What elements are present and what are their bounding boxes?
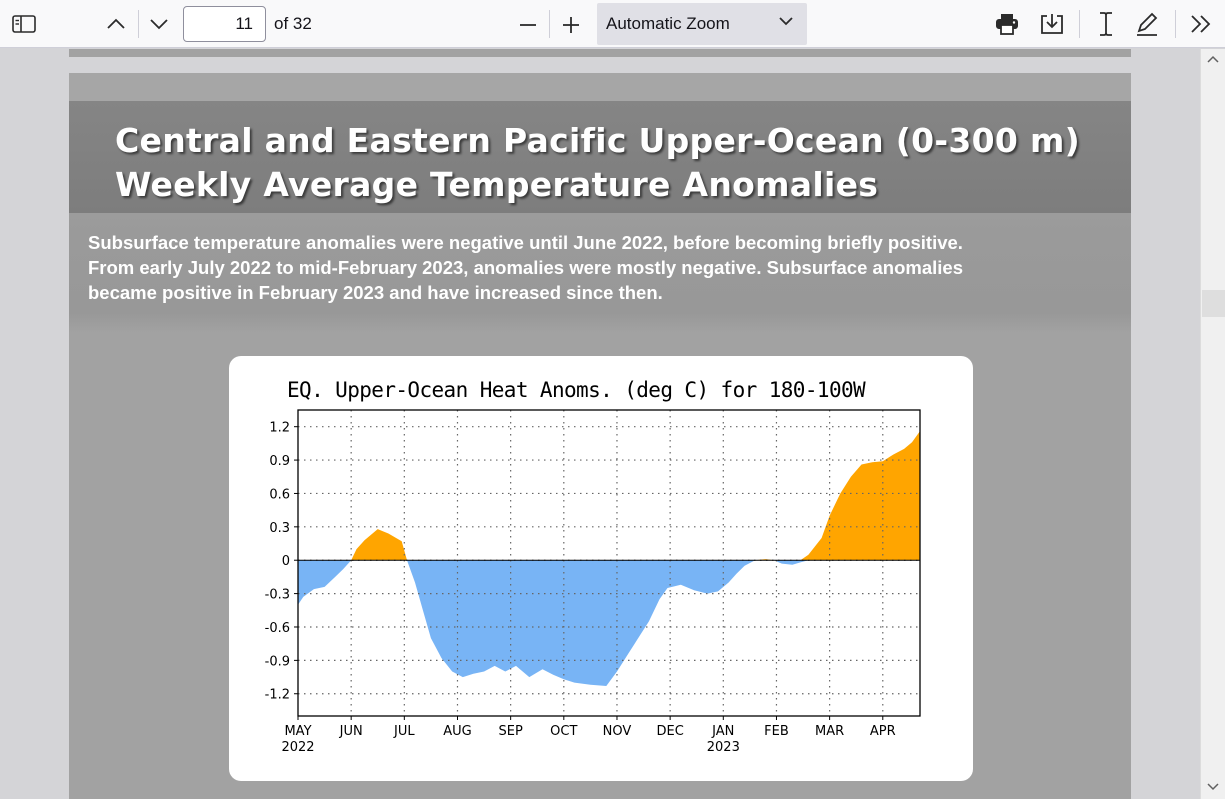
vertical-scrollbar[interactable] xyxy=(1200,49,1225,799)
x-tick-label: FEB xyxy=(764,724,789,739)
page-total-label: of 32 xyxy=(274,14,312,33)
pdf-page: Central and Eastern Pacific Upper-Ocean … xyxy=(69,73,1131,799)
description-line-2: From early July 2022 to mid-February 202… xyxy=(88,257,964,278)
year-label: 2022 xyxy=(281,740,314,755)
previous-page-bottom xyxy=(69,49,1131,57)
toolbar-separator xyxy=(138,10,139,38)
previous-page-button[interactable] xyxy=(104,8,128,40)
more-tools-button[interactable] xyxy=(1187,8,1215,40)
next-page-button[interactable] xyxy=(147,8,171,40)
y-tick-label: -0.3 xyxy=(265,588,290,603)
x-tick-label: AUG xyxy=(443,724,471,739)
x-tick-label: JUN xyxy=(339,724,363,739)
description-line-3: became positive in February 2023 and hav… xyxy=(88,282,663,303)
page-number-input[interactable]: 11 xyxy=(183,6,266,42)
scroll-down-arrow-icon[interactable] xyxy=(1207,783,1219,791)
x-tick-label: DEC xyxy=(656,724,683,739)
slide-title-line-2: Weekly Average Temperature Anomalies xyxy=(115,165,879,204)
x-tick-label: MAR xyxy=(815,724,844,739)
slide-description: Subsurface temperature anomalies were ne… xyxy=(88,230,1108,305)
zoom-out-button[interactable] xyxy=(516,8,540,40)
zoom-select[interactable]: Automatic Zoom xyxy=(597,3,807,45)
description-line-1: Subsurface temperature anomalies were ne… xyxy=(88,232,963,253)
minus-icon xyxy=(520,24,536,26)
double-chevron-right-icon xyxy=(1191,15,1211,33)
save-button[interactable] xyxy=(1038,8,1066,40)
plot-frame xyxy=(297,409,921,717)
chart-card: EQ. Upper-Ocean Heat Anoms. (deg C) for … xyxy=(229,356,973,781)
negative-anomaly-area xyxy=(298,560,920,686)
x-tick-label: APR xyxy=(870,724,896,739)
y-tick-label: 0 xyxy=(282,554,290,569)
heat-anomaly-chart: -1.2 -0.9 -0.6 -0.3 0 0.3 0.6 0.9 1.2 MAY JUN JUL AU… xyxy=(265,409,921,755)
y-tick-label: -1.2 xyxy=(265,688,290,703)
y-tick-label: 1.2 xyxy=(269,421,290,436)
sidebar-toggle-icon[interactable] xyxy=(10,8,38,40)
text-cursor-icon xyxy=(1100,12,1112,36)
plus-icon xyxy=(563,17,579,33)
chart-title: EQ. Upper-Ocean Heat Anoms. (deg C) for … xyxy=(287,378,866,402)
toolbar-separator xyxy=(1079,10,1080,38)
slide-title-line-1: Central and Eastern Pacific Upper-Ocean … xyxy=(115,121,1081,160)
printer-icon xyxy=(996,14,1018,35)
toolbar-separator xyxy=(1175,10,1176,38)
slide-title: Central and Eastern Pacific Upper-Ocean … xyxy=(115,119,1080,207)
y-tick-label: -0.6 xyxy=(265,621,290,636)
scrollbar-thumb[interactable] xyxy=(1202,290,1225,317)
x-tick-label: JUL xyxy=(393,724,415,739)
text-select-button[interactable] xyxy=(1094,8,1118,40)
zoom-in-button[interactable] xyxy=(559,8,583,40)
chevron-up-icon xyxy=(107,18,125,29)
draw-button[interactable] xyxy=(1134,8,1160,40)
x-tick-label: NOV xyxy=(603,724,632,739)
download-icon xyxy=(1041,14,1063,34)
y-tick-label: 0.9 xyxy=(269,454,290,469)
x-tick-label: JAN xyxy=(711,724,734,739)
pdf-toolbar: 11 of 32 Automatic Zoom xyxy=(0,0,1225,48)
scroll-up-arrow-icon[interactable] xyxy=(1207,55,1219,63)
pen-icon xyxy=(1137,12,1158,36)
x-tick-label: SEP xyxy=(498,724,522,739)
toolbar-separator xyxy=(549,10,550,38)
x-tick-label: OCT xyxy=(550,724,577,739)
chevron-down-icon xyxy=(150,19,168,30)
chevron-down-icon xyxy=(779,17,793,26)
y-tick-label: 0.6 xyxy=(269,487,290,502)
x-tick-label: MAY xyxy=(284,724,311,739)
y-tick-label: -0.9 xyxy=(265,654,290,669)
zoom-select-value: Automatic Zoom xyxy=(606,14,730,33)
y-tick-label: 0.3 xyxy=(269,521,290,536)
positive-anomaly-area xyxy=(298,431,920,561)
print-button[interactable] xyxy=(994,8,1020,40)
year-label: 2023 xyxy=(707,740,740,755)
document-viewer[interactable]: Central and Eastern Pacific Upper-Ocean … xyxy=(0,49,1200,799)
